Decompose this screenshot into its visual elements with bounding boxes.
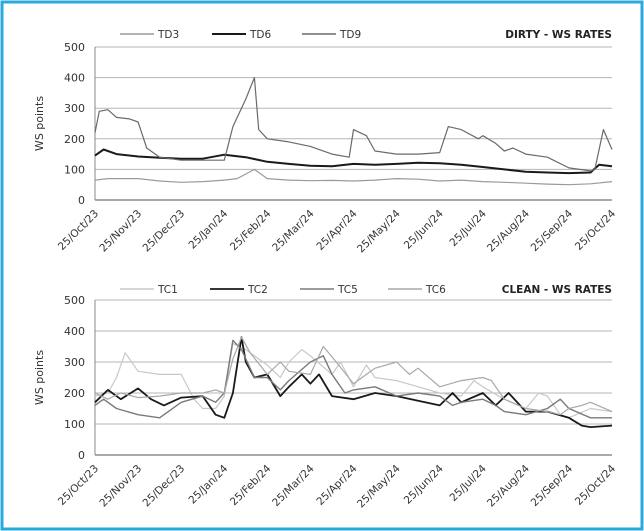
y-axis-label: WS points — [33, 350, 46, 405]
y-tick-label: 300 — [64, 102, 85, 115]
y-tick-label: 0 — [78, 449, 85, 462]
y-tick-label: 100 — [64, 418, 85, 431]
chart-title: CLEAN - WS RATES — [502, 284, 612, 296]
legend-label-td6: TD6 — [249, 29, 271, 41]
chart-title: DIRTY - WS RATES — [505, 29, 612, 41]
y-tick-label: 200 — [64, 133, 85, 146]
y-tick-label: 500 — [64, 294, 85, 307]
y-axis-label: WS points — [33, 96, 46, 151]
y-tick-label: 400 — [64, 325, 85, 338]
y-tick-label: 300 — [64, 356, 85, 369]
legend-label-tc1: TC1 — [157, 284, 178, 296]
legend-label-tc2: TC2 — [247, 284, 268, 296]
series-line-td3 — [94, 168, 613, 186]
y-tick-label: 400 — [64, 72, 85, 85]
legend-label-td3: TD3 — [157, 29, 179, 41]
legend-label-tc5: TC5 — [337, 284, 358, 296]
legend-label-td9: TD9 — [339, 29, 361, 41]
series-line-td9 — [94, 76, 613, 172]
y-tick-label: 500 — [64, 41, 85, 54]
series-line-tc6 — [94, 336, 613, 416]
y-tick-label: 100 — [64, 163, 85, 176]
y-tick-label: 200 — [64, 387, 85, 400]
series-line-tc2 — [94, 336, 613, 429]
series-line-tc5 — [94, 339, 612, 419]
y-tick-label: 0 — [78, 194, 85, 207]
legend-label-tc6: TC6 — [425, 284, 446, 296]
